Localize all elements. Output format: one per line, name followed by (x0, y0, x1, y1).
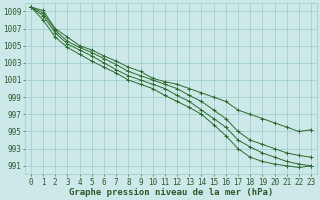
X-axis label: Graphe pression niveau de la mer (hPa): Graphe pression niveau de la mer (hPa) (69, 188, 273, 197)
